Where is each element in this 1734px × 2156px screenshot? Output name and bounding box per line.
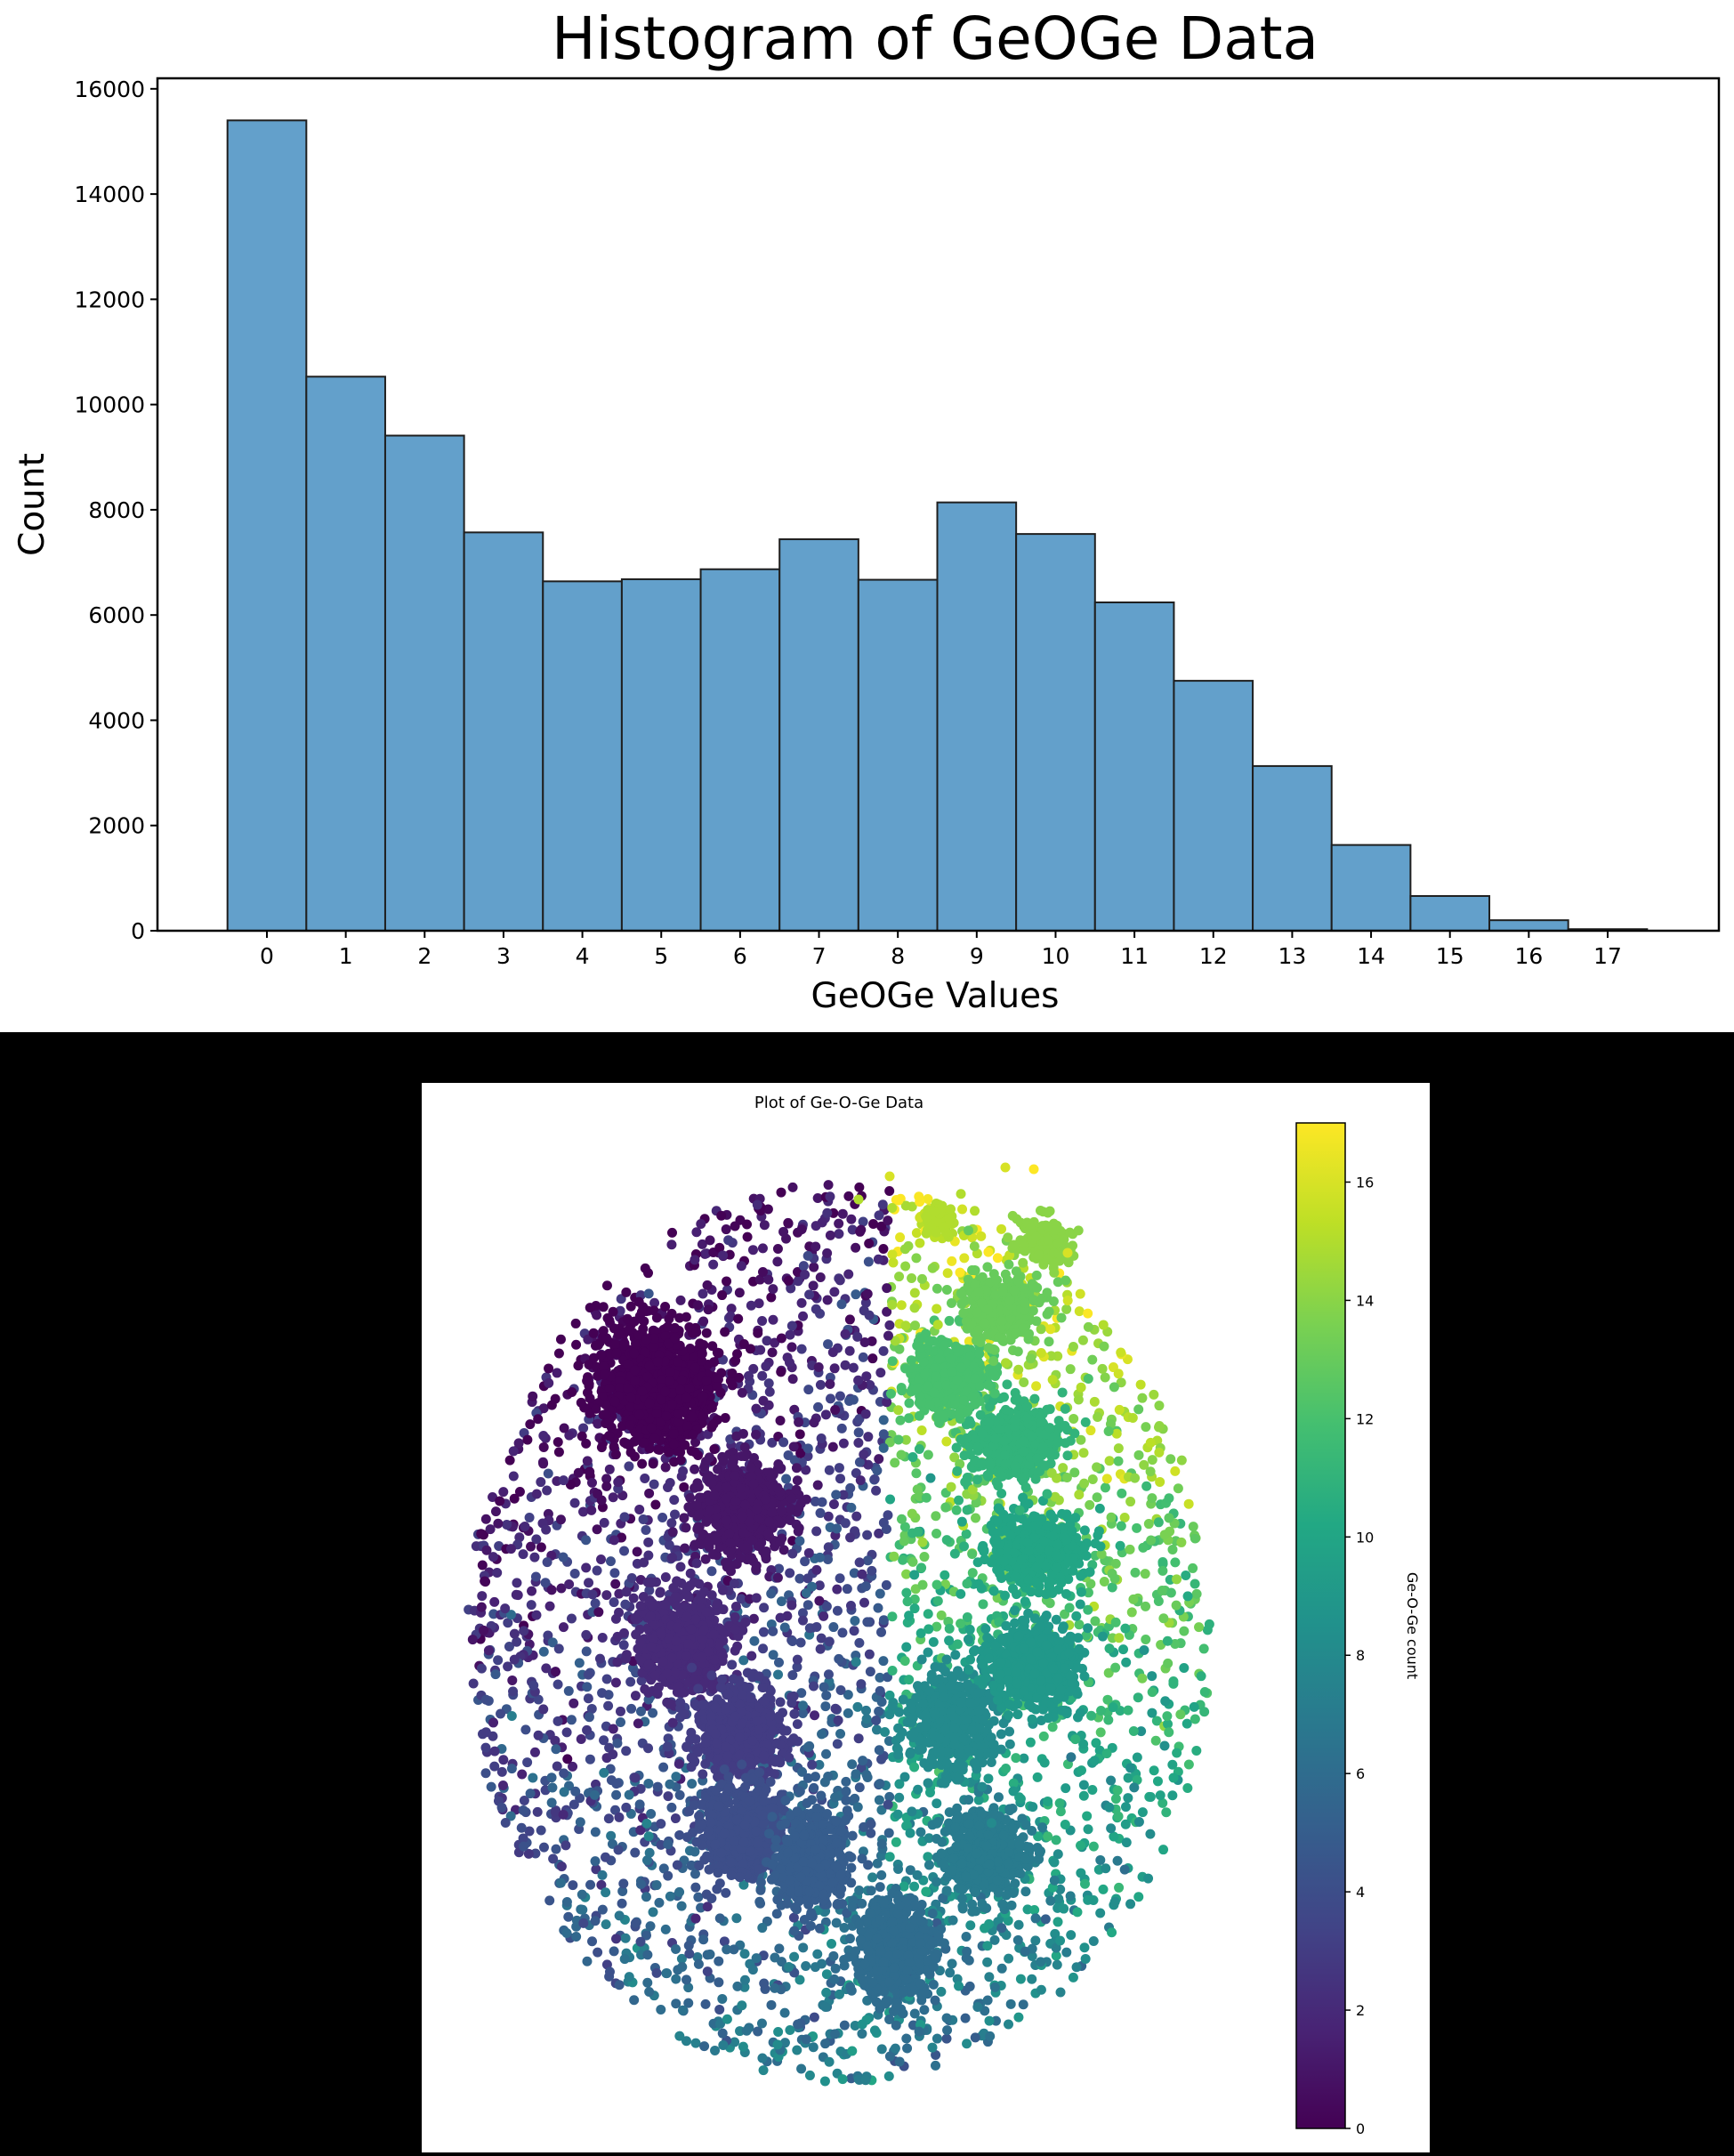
histogram-bar [779, 539, 859, 931]
y-tick-label: 6000 [88, 602, 145, 628]
x-axis-label: GeOGe Values [811, 976, 1060, 1016]
colorbar-ticks: 0 2 4 6 8 10 12 14 16 [1345, 1174, 1374, 2137]
histogram-chart: Histogram of GeOGe Data 0200040006000800… [0, 0, 1734, 1032]
colorbar-tick-label: 8 [1356, 1647, 1365, 1664]
histogram-bar [1016, 534, 1095, 931]
x-tick-label: 8 [891, 943, 905, 969]
colorbar-label: Ge-O-Ge count [1404, 1572, 1421, 1679]
histogram-bars [228, 120, 1648, 931]
x-tick-label: 9 [970, 943, 984, 969]
histogram-bar [464, 532, 544, 931]
x-tick-label: 12 [1199, 943, 1228, 969]
x-tick-label: 17 [1593, 943, 1622, 969]
histogram-bar [1173, 681, 1253, 931]
histogram-bar [385, 436, 464, 931]
x-tick-label: 14 [1357, 943, 1385, 969]
histogram-bar [938, 503, 1017, 931]
histogram-bar [1253, 766, 1332, 931]
y-tick-label: 0 [131, 918, 145, 944]
histogram-bar [622, 579, 701, 931]
histogram-title: Histogram of GeOGe Data [552, 4, 1319, 73]
colorbar-tick-label: 12 [1356, 1410, 1374, 1427]
colorbar-tick-label: 2 [1356, 2002, 1365, 2019]
x-tick-label: 11 [1120, 943, 1149, 969]
x-tick-label: 5 [654, 943, 668, 969]
scatter-panel: Plot of Ge-O-Ge Data 0 2 4 6 8 10 12 14 16 Ge-O-… [422, 1083, 1430, 2152]
histogram-bar [701, 569, 780, 931]
x-tick-label: 7 [812, 943, 827, 969]
histogram-bar [1410, 896, 1489, 931]
x-tick-label: 15 [1436, 943, 1464, 969]
colorbar-tick-label: 0 [1356, 2120, 1365, 2137]
histogram-bar [859, 580, 938, 931]
x-tick-label: 6 [733, 943, 747, 969]
colorbar-tick-label: 6 [1356, 1765, 1365, 1782]
y-axis-ticks: 0 2000 4000 6000 8000 10000 12000 14000 16000 [74, 77, 157, 944]
histogram-bar [543, 581, 622, 931]
x-tick-label: 13 [1278, 943, 1307, 969]
y-axis-label: Count [12, 453, 52, 556]
x-tick-label: 16 [1514, 943, 1543, 969]
scatter-points [464, 1163, 1214, 2087]
colorbar-tick-label: 10 [1356, 1529, 1374, 1546]
colorbar-tick-label: 14 [1356, 1292, 1374, 1309]
x-tick-label: 2 [417, 943, 431, 969]
histogram-bar [1332, 845, 1411, 931]
x-tick-label: 1 [339, 943, 353, 969]
scatter-chart: Plot of Ge-O-Ge Data 0 2 4 6 8 10 12 14 16 Ge-O-… [422, 1083, 1430, 2152]
histogram-bar [1095, 602, 1174, 931]
y-tick-label: 14000 [74, 182, 145, 207]
y-tick-label: 8000 [88, 497, 145, 523]
x-tick-label: 3 [496, 943, 511, 969]
scatter-title: Plot of Ge-O-Ge Data [754, 1094, 923, 1112]
y-tick-label: 4000 [88, 707, 145, 733]
y-tick-label: 10000 [74, 392, 145, 418]
colorbar [1296, 1123, 1345, 2128]
histogram-bar [1489, 920, 1569, 931]
x-tick-label: 0 [260, 943, 274, 969]
x-tick-label: 10 [1042, 943, 1070, 969]
colorbar-tick-label: 4 [1356, 1884, 1365, 1901]
histogram-bar [228, 120, 307, 931]
y-tick-label: 2000 [88, 813, 145, 839]
x-tick-label: 4 [576, 943, 590, 969]
histogram-bar [306, 376, 385, 931]
y-tick-label: 12000 [74, 287, 145, 312]
y-tick-label: 16000 [74, 77, 145, 102]
colorbar-tick-label: 16 [1356, 1174, 1374, 1191]
